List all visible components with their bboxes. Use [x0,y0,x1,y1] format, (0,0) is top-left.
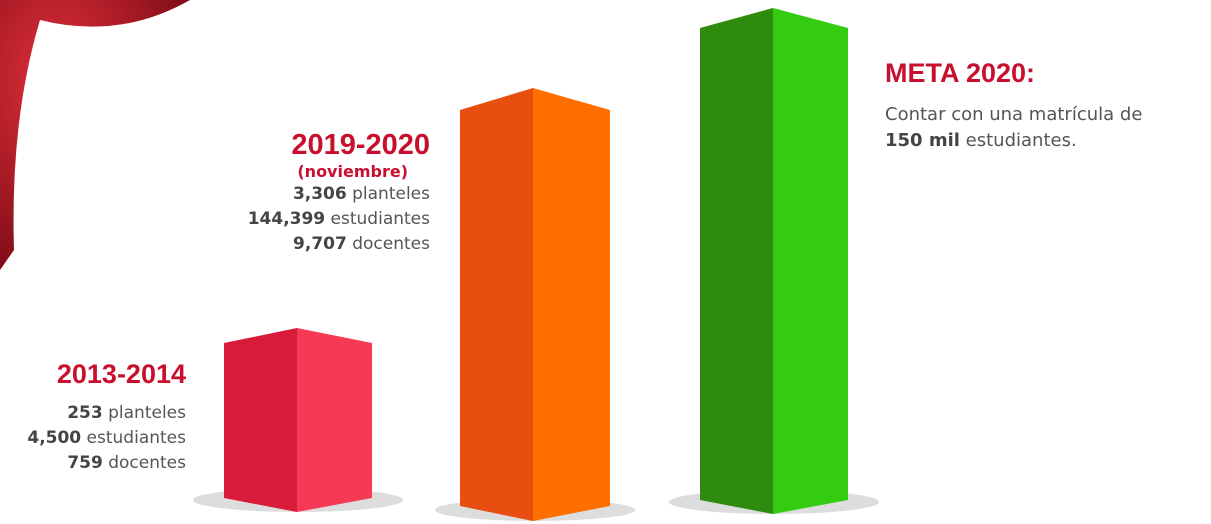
bar-face [773,8,848,514]
bar-face [533,88,610,521]
item-number: 9,707 [293,234,347,254]
item: 144,399 estudiantes [248,207,430,232]
item-text: docentes [108,453,186,473]
item-number: 3,306 [292,184,347,204]
decor-corner [0,0,190,270]
item-number: 144,399 [247,209,326,229]
bar-face [224,328,297,512]
bar-face [297,328,372,512]
item: 3,306 planteles [248,182,430,207]
item-number: 759 [67,453,103,473]
item-text: planteles [108,403,186,423]
period-block: 2013-2014 253 planteles 4,500 estudiante… [27,357,186,476]
goal-line: 150 mil estudiantes. [885,128,1142,154]
item-text: planteles [352,184,430,204]
goal-text: Contar con una matrícula de [885,104,1143,125]
item: 759 docentes [27,451,186,476]
period-block: 2019-2020 (noviembre) 3,306 planteles 14… [248,128,430,257]
item: 9,707 docentes [248,232,430,257]
item-text: docentes [352,234,430,254]
item-text: estudiantes [330,209,430,229]
period-title: 2019-2020 [291,129,430,161]
goal-number: 150 mil [885,130,960,151]
item-number: 253 [67,403,103,423]
item: 253 planteles [27,401,186,426]
period-subtitle: (noviembre) [297,162,408,181]
item: 4,500 estudiantes [27,426,186,451]
period-title: 2013-2014 [56,359,186,389]
goal-block: META 2020: Contar con una matrícula de 1… [885,56,1142,154]
goal-title: META 2020: [885,58,1036,88]
bar-face [700,8,773,514]
goal-text: estudiantes. [965,130,1077,151]
item-number: 4,500 [27,428,82,448]
bar-face [460,88,533,521]
item-text: estudiantes [86,428,186,448]
